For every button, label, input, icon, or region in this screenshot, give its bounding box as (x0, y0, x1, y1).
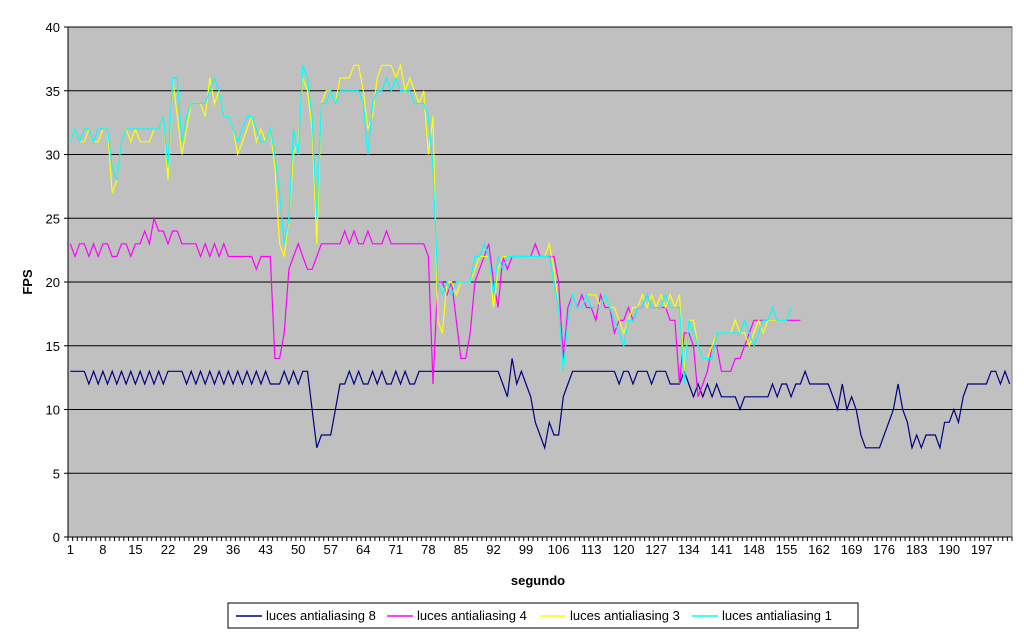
x-tick-label: 64 (356, 542, 370, 557)
x-tick-label: 92 (486, 542, 500, 557)
x-tick-label: 50 (291, 542, 305, 557)
x-tick-label: 134 (678, 542, 700, 557)
x-tick-label: 85 (454, 542, 468, 557)
y-tick-label: 5 (53, 466, 60, 481)
x-axis-label: segundo (511, 573, 565, 588)
x-tick-label: 190 (938, 542, 960, 557)
x-tick-label: 78 (421, 542, 435, 557)
x-tick-label: 120 (613, 542, 635, 557)
y-tick-label: 10 (46, 403, 60, 418)
y-axis-label: FPS (20, 269, 35, 295)
x-tick-label: 197 (971, 542, 993, 557)
series-lines (69, 63, 1011, 451)
legend-label: luces antialiasing 3 (570, 608, 680, 623)
series-line (69, 216, 801, 398)
x-tick-label: 106 (548, 542, 570, 557)
series-line (69, 65, 792, 385)
x-tick-label: 113 (581, 542, 602, 557)
y-tick-label: 0 (53, 530, 60, 545)
x-tick-label: 1 (67, 542, 74, 557)
x-tick-label: 155 (776, 542, 798, 557)
y-tick-label: 25 (46, 211, 60, 226)
x-tick-label: 8 (99, 542, 106, 557)
x-tick-label: 99 (519, 542, 533, 557)
x-tick-label: 15 (128, 542, 142, 557)
x-tick-label: 127 (645, 542, 667, 557)
y-axis-ticks: 0 5 10 15 20 25 30 35 40 (46, 20, 69, 545)
x-tick-label: 22 (161, 542, 175, 557)
x-tick-label: 169 (841, 542, 863, 557)
y-tick-label: 15 (46, 339, 60, 354)
y-tick-label: 20 (46, 275, 60, 290)
x-tick-label: 57 (324, 542, 338, 557)
x-tick-label: 36 (226, 542, 240, 557)
x-tick-label: 183 (906, 542, 928, 557)
y-tick-label: 35 (46, 84, 60, 99)
legend: luces antialiasing 8 luces antialiasing 4… (227, 602, 859, 629)
series-line (70, 358, 1011, 451)
x-tick-label: 176 (873, 542, 895, 557)
legend-label: luces antialiasing 8 (266, 608, 376, 623)
legend-label: luces antialiasing 4 (417, 608, 527, 623)
x-tick-label: 29 (193, 542, 207, 557)
x-tick-label: 148 (743, 542, 765, 557)
y-tick-label: 40 (46, 20, 60, 35)
x-axis-ticks: 1 8 15 22 29 36 43 50 57 64 71 78 85 92 99 106 113 120 127… (67, 536, 1013, 557)
x-tick-label: 162 (808, 542, 830, 557)
gridlines (68, 26, 1012, 474)
x-tick-label: 71 (389, 542, 403, 557)
legend-label: luces antialiasing 1 (722, 608, 832, 623)
x-tick-label: 43 (258, 542, 272, 557)
x-tick-label: 141 (711, 542, 733, 557)
y-tick-label: 30 (46, 148, 60, 163)
